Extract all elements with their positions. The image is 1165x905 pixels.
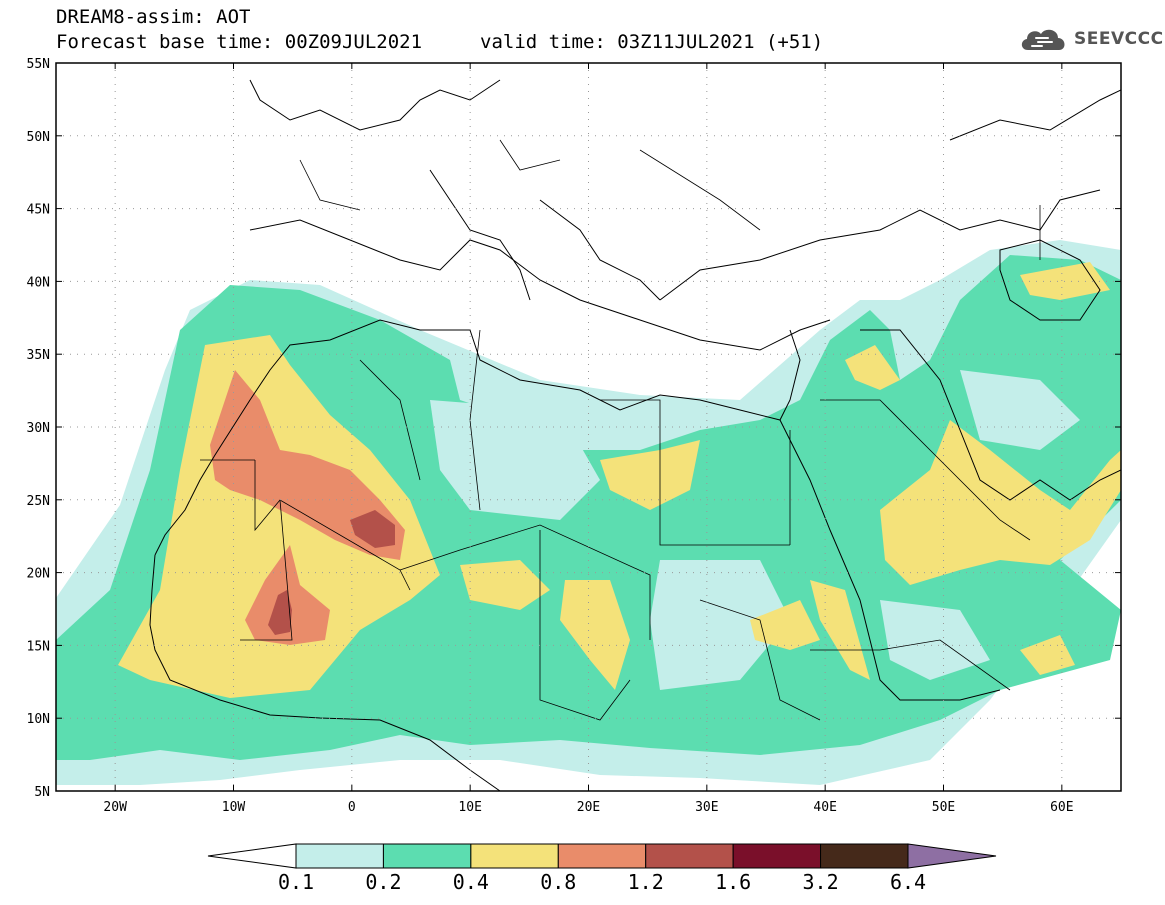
lat-label: 45N: [27, 203, 50, 218]
colorbar-box: [382, 843, 472, 869]
colorbar-box: [645, 843, 734, 869]
colorbar-label: 0.2: [365, 870, 401, 894]
colorbar-label: 3.2: [803, 870, 839, 894]
colorbar-box: [820, 843, 909, 869]
aot-contour-0.4: [880, 420, 1121, 585]
lon-label: 10W: [222, 800, 246, 815]
lon-label: 60E: [1050, 800, 1073, 815]
valid-time: valid time: 03Z11JUL2021 (+51): [480, 31, 824, 53]
colorbar-label: 6.4: [890, 870, 926, 894]
lon-label: 0: [348, 800, 356, 815]
colorbar-min-arrow: [207, 843, 297, 869]
colorbar: 0.1 0.2 0.4 0.8 1.2 1.6 3.2 6.4: [207, 843, 997, 894]
lat-label: 10N: [27, 712, 50, 727]
lat-label: 15N: [27, 639, 50, 654]
colorbar-label: 0.8: [540, 870, 576, 894]
aot-contour-0.4: [118, 335, 440, 698]
aot-contour-0.4: [560, 580, 630, 690]
lat-label: 40N: [27, 275, 50, 290]
lon-label: 10E: [458, 800, 481, 815]
aot-contour-0.4: [600, 440, 700, 510]
colorbar-box: [470, 843, 559, 869]
aot-contour-0.4: [845, 345, 900, 390]
colorbar-label: 1.6: [715, 870, 751, 894]
colorbar-label: 0.1: [278, 870, 314, 894]
lon-label: 40E: [813, 800, 836, 815]
lon-label: 30E: [695, 800, 718, 815]
colorbar-max-arrow: [907, 843, 997, 869]
lat-label: 5N: [34, 785, 50, 800]
lat-label: 35N: [27, 348, 50, 363]
aot-hole: [880, 600, 990, 680]
coastlines: [149, 79, 1121, 791]
aot-hole: [430, 400, 600, 520]
colorbar-label: 1.2: [628, 870, 664, 894]
colorbar-box: [557, 843, 647, 869]
latitude-axis: 55N 50N 45N 40N 35N 30N 25N 20N 15N 10N 5N: [27, 57, 1121, 800]
lon-label: 20W: [103, 800, 127, 815]
aot-contour-0.4: [1020, 635, 1075, 675]
aot-contour-1.2: [268, 590, 292, 635]
aot-contour-0.8: [210, 370, 405, 560]
aot-contour-0.4: [460, 560, 550, 610]
seevccc-logo: SEEVCCC: [1018, 22, 1164, 56]
longitude-axis: 20W 10W 0 10E 20E 30E 40E 50E 60E: [103, 63, 1074, 815]
cloud-icon: [1021, 29, 1065, 50]
country-borders: [200, 139, 1041, 721]
map-title: DREAM8-assim: AOT: [56, 6, 251, 28]
lat-label: 55N: [27, 57, 50, 72]
aot-contour-0.4: [750, 600, 820, 650]
aot-contour-1.2: [350, 510, 395, 548]
lat-label: 30N: [27, 421, 50, 436]
colorbar-box: [732, 843, 822, 869]
lat-label: 50N: [27, 130, 50, 145]
aot-contour-0.4: [810, 580, 870, 680]
lat-label: 25N: [27, 494, 50, 509]
colorbar-label: 0.4: [453, 870, 489, 894]
logo-text: SEEVCCC: [1074, 29, 1164, 49]
aot-hole: [650, 560, 790, 690]
forecast-base-time: Forecast base time: 00Z09JUL2021: [56, 31, 423, 53]
gridlines: [56, 63, 1121, 791]
lon-label: 50E: [932, 800, 955, 815]
colorbar-box: [295, 843, 384, 869]
aot-hole: [960, 370, 1080, 450]
lat-label: 20N: [27, 567, 50, 582]
lon-label: 20E: [577, 800, 600, 815]
